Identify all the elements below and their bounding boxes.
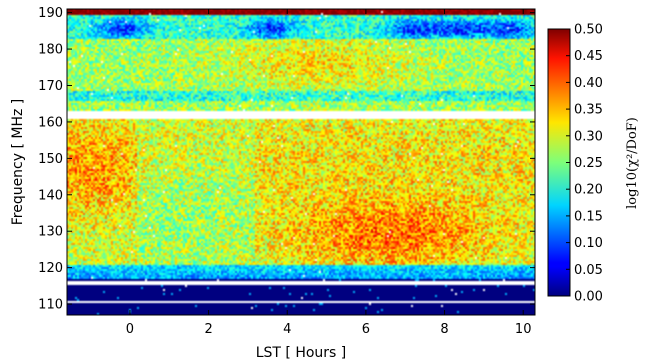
colorbar-ticks: 0.00 0.05 0.10 0.15 0.20 0.25 0.30 0.35 0.40 0.45… — [566, 23, 603, 305]
x-tick-label: 2 — [204, 322, 212, 337]
y-tick-label: 110 — [38, 298, 63, 313]
y-axis-ticks: 110 120 130 140 150 160 170 180 190 — [38, 6, 535, 313]
y-axis-label: Frequency [ MHz ] — [10, 99, 26, 226]
colorbar-tick-label: 0.25 — [574, 156, 603, 171]
x-tick-label: 4 — [283, 322, 291, 337]
colorbar-tick-label: 0.50 — [574, 23, 603, 38]
heatmap-image — [67, 9, 535, 315]
colorbar-tick-label: 0.45 — [574, 49, 603, 64]
x-axis-ticks: 0 2 4 6 8 10 — [126, 9, 532, 337]
colorbar-tick-label: 0.20 — [574, 183, 603, 198]
colorbar-tick-label: 0.10 — [574, 236, 603, 251]
x-tick-label: 6 — [362, 322, 370, 337]
colorbar-label: log10(χ²/DoF) — [625, 117, 640, 209]
colorbar-tick-label: 0.30 — [574, 129, 603, 144]
y-tick-label: 140 — [38, 188, 63, 203]
y-tick-label: 150 — [38, 152, 63, 167]
plot-area — [66, 8, 536, 316]
y-tick-label: 130 — [38, 225, 63, 240]
x-axis-label: LST [ Hours ] — [256, 345, 347, 361]
y-tick-label: 190 — [38, 6, 63, 21]
x-tick-label: 10 — [515, 322, 532, 337]
colorbar: 0.00 0.05 0.10 0.15 0.20 0.25 0.30 0.35 0.40 0.45… — [547, 23, 640, 305]
x-tick-label: 0 — [126, 322, 134, 337]
colorbar-tick-label: 0.15 — [574, 209, 603, 224]
colorbar-tick-label: 0.05 — [574, 263, 603, 278]
plot-frame — [66, 8, 536, 316]
colorbar-tick-label: 0.00 — [574, 290, 603, 305]
colorbar-tick-label: 0.35 — [574, 103, 603, 118]
y-tick-label: 120 — [38, 261, 63, 276]
y-tick-label: 160 — [38, 115, 63, 130]
x-tick-label: 8 — [440, 322, 448, 337]
y-tick-label: 170 — [38, 79, 63, 94]
y-tick-label: 180 — [38, 43, 63, 58]
colorbar-tick-label: 0.40 — [574, 76, 603, 91]
